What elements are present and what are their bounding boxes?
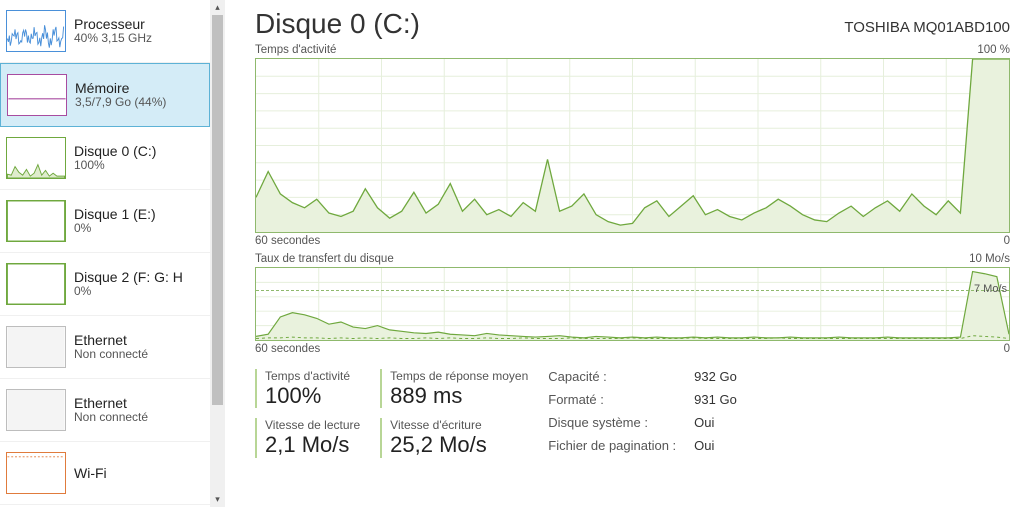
transfer-chart: 7 Mo/s [255,267,1010,341]
sidebar-item-4[interactable]: Disque 2 (F: G: H0% [0,253,210,316]
stat-group: Temps d'activité100% [255,369,360,408]
sidebar-item-2[interactable]: Disque 0 (C:)100% [0,127,210,190]
transfer-chart-title: Taux de transfert du disque [255,253,394,265]
sidebar-text: Disque 0 (C:)100% [74,143,156,173]
stat-group: Vitesse d'écriture25,2 Mo/s [380,418,528,457]
sidebar-item-title: Wi-Fi [74,465,107,481]
stat-group: Temps de réponse moyen889 ms [380,369,528,408]
scroll-down-icon[interactable]: ▾ [210,492,225,507]
sidebar-item-title: Disque 1 (E:) [74,206,156,222]
sidebar-item-title: Processeur [74,16,152,32]
sidebar-item-sub: 0% [74,285,183,299]
scroll-thumb[interactable] [212,15,223,405]
sidebar-text: Disque 2 (F: G: H0% [74,269,183,299]
activity-chart-xright: 0 [1004,235,1010,247]
sidebar-item-7[interactable]: Wi-Fi [0,442,210,505]
stats-row: Temps d'activité100% Vitesse de lecture2,… [255,369,1010,458]
sidebar-thumb-icon [7,74,67,116]
sidebar-scrollbar[interactable]: ▴ ▾ [210,0,225,507]
sidebar-thumb-icon [6,200,66,242]
stat-label: Temps d'activité [265,369,360,383]
sidebar-item-1[interactable]: Mémoire3,5/7,9 Go (44%) [0,63,210,127]
sidebar-item-title: Disque 0 (C:) [74,143,156,159]
activity-chart-block: Temps d'activité 100 % 60 secondes 0 [255,44,1010,247]
transfer-chart-max: 10 Mo/s [969,253,1010,265]
stat-value: 100% [265,383,360,408]
sidebar-text: Mémoire3,5/7,9 Go (44%) [75,80,166,110]
main-panel: Disque 0 (C:) TOSHIBA MQ01ABD100 Temps d… [225,0,1024,507]
stat-group: Vitesse de lecture2,1 Mo/s [255,418,360,457]
activity-chart [255,58,1010,233]
info-key: Disque système : [548,415,676,435]
sidebar-item-sub: Non connecté [74,348,148,362]
transfer-chart-xright: 0 [1004,343,1010,355]
info-value: 931 Go [694,392,737,412]
sidebar-thumb-icon [6,10,66,52]
header: Disque 0 (C:) TOSHIBA MQ01ABD100 [255,8,1010,40]
stats-info: Capacité : 932 Go Formaté : 931 Go Disque sy… [548,369,737,458]
stat-label: Vitesse d'écriture [390,418,528,432]
transfer-chart-xleft: 60 secondes [255,343,320,355]
sidebar-item-title: Ethernet [74,395,148,411]
sidebar-thumb-icon [6,137,66,179]
disk-model: TOSHIBA MQ01ABD100 [844,19,1010,40]
scroll-up-icon[interactable]: ▴ [210,0,225,15]
info-key: Capacité : [548,369,676,389]
stat-label: Temps de réponse moyen [390,369,528,383]
sidebar-item-sub: 40% 3,15 GHz [74,32,152,46]
sidebar-item-sub: 0% [74,222,156,236]
sidebar-item-sub: 100% [74,159,156,173]
stat-label: Vitesse de lecture [265,418,360,432]
info-value: 932 Go [694,369,737,389]
sidebar-text: EthernetNon connecté [74,395,148,425]
stats-col-left: Temps d'activité100% Vitesse de lecture2,… [255,369,360,458]
sidebar-thumb-icon [6,389,66,431]
sidebar-thumb-icon [6,326,66,368]
sidebar: Processeur40% 3,15 GHz Mémoire3,5/7,9 Go … [0,0,210,507]
stats-col-mid: Temps de réponse moyen889 ms Vitesse d'éc… [380,369,528,458]
sidebar-item-6[interactable]: EthernetNon connecté [0,379,210,442]
stat-value: 2,1 Mo/s [265,432,360,457]
sidebar-text: Processeur40% 3,15 GHz [74,16,152,46]
sidebar-item-title: Ethernet [74,332,148,348]
activity-chart-title: Temps d'activité [255,44,336,56]
sidebar-text: EthernetNon connecté [74,332,148,362]
task-manager-performance: Processeur40% 3,15 GHz Mémoire3,5/7,9 Go … [0,0,1024,507]
info-key: Formaté : [548,392,676,412]
sidebar-item-3[interactable]: Disque 1 (E:)0% [0,190,210,253]
info-value: Oui [694,438,737,458]
sidebar-text: Disque 1 (E:)0% [74,206,156,236]
sidebar-item-title: Mémoire [75,80,166,96]
activity-chart-xleft: 60 secondes [255,235,320,247]
sidebar-item-5[interactable]: EthernetNon connecté [0,316,210,379]
transfer-chart-block: Taux de transfert du disque 10 Mo/s 7 Mo… [255,253,1010,355]
sidebar-wrap: Processeur40% 3,15 GHz Mémoire3,5/7,9 Go … [0,0,225,507]
sidebar-thumb-icon [6,452,66,494]
activity-chart-max: 100 % [977,44,1010,56]
info-value: Oui [694,415,737,435]
page-title: Disque 0 (C:) [255,8,420,40]
sidebar-item-sub: Non connecté [74,411,148,425]
sidebar-item-title: Disque 2 (F: G: H [74,269,183,285]
sidebar-text: Wi-Fi [74,465,107,481]
sidebar-item-sub: 3,5/7,9 Go (44%) [75,96,166,110]
sidebar-item-0[interactable]: Processeur40% 3,15 GHz [0,0,210,63]
stat-value: 25,2 Mo/s [390,432,528,457]
stat-value: 889 ms [390,383,528,408]
sidebar-thumb-icon [6,263,66,305]
info-key: Fichier de pagination : [548,438,676,458]
